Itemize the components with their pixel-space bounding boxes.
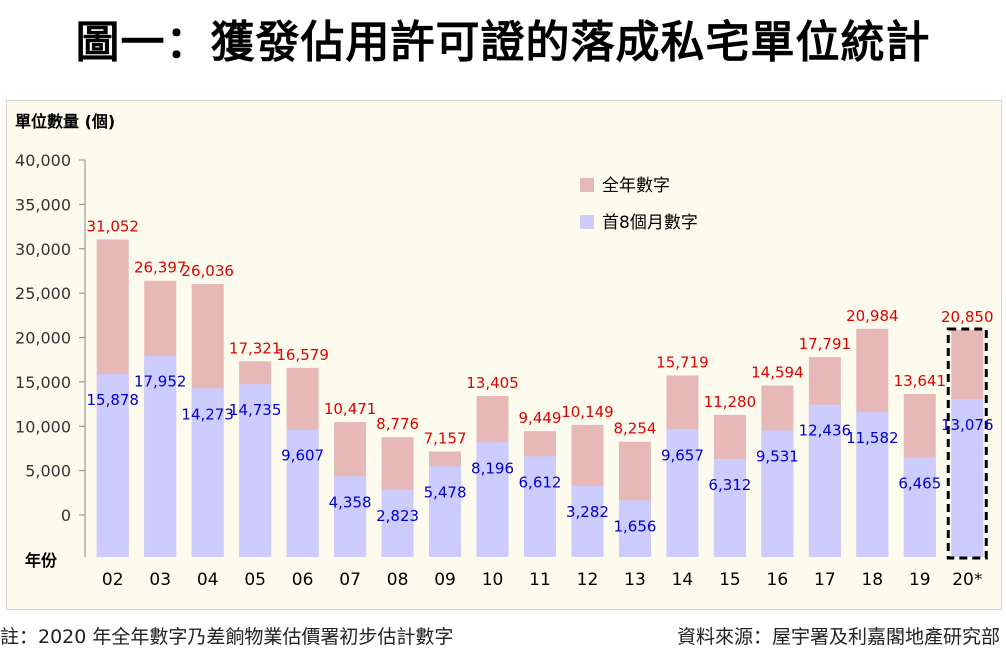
legend-label-first8: 首8個月數字 <box>602 213 698 233</box>
data-label-full-year: 10,149 <box>561 403 614 421</box>
x-tick-label: 17 <box>814 570 836 590</box>
y-tick-label: 20,000 <box>15 329 71 348</box>
data-label-full-year: 26,397 <box>134 259 187 277</box>
bar-first8 <box>761 430 794 557</box>
data-label-full-year: 9,449 <box>519 409 562 427</box>
data-label-first8: 2,823 <box>376 507 419 525</box>
data-label-first8: 8,196 <box>471 459 514 477</box>
page-title: 圖一：獲發佔用許可證的落成私宅單位統計 <box>75 17 931 68</box>
y-tick-label: 40,000 <box>15 151 71 170</box>
data-label-first8: 13,076 <box>941 416 994 434</box>
y-tick-label: 35,000 <box>15 195 71 214</box>
x-tick-label: 07 <box>339 570 361 590</box>
data-label-full-year: 14,594 <box>751 363 804 381</box>
data-label-first8: 17,952 <box>134 373 187 391</box>
bar-first8 <box>381 489 414 557</box>
bar-first8 <box>808 404 841 557</box>
data-label-first8: 1,656 <box>613 517 656 535</box>
x-tick-label: 18 <box>861 570 883 590</box>
data-label-first8: 9,607 <box>281 447 324 465</box>
data-label-full-year: 31,052 <box>86 217 139 235</box>
data-label-full-year: 17,791 <box>799 335 852 353</box>
y-axis-title: 單位數量 (個) <box>15 112 115 131</box>
legend-label-full-year: 全年數字 <box>602 176 670 196</box>
bar-first8 <box>429 466 462 557</box>
x-tick-label: 10 <box>482 570 504 590</box>
x-tick-label: 04 <box>197 570 219 590</box>
y-tick-label: 15,000 <box>15 373 71 392</box>
bar-first8 <box>239 384 272 557</box>
bar-first8 <box>666 429 699 557</box>
x-tick-label: 14 <box>672 570 694 590</box>
bar-first8 <box>286 429 319 557</box>
source-note: 資料來源：屋宇署及利嘉閣地產研究部 <box>676 626 1000 648</box>
y-tick-label: 0 <box>61 506 71 525</box>
data-label-full-year: 8,254 <box>613 420 656 438</box>
x-tick-label: 05 <box>244 570 266 590</box>
data-label-first8: 6,612 <box>519 473 562 491</box>
data-label-full-year: 20,984 <box>846 307 899 325</box>
bar-first8 <box>191 388 224 557</box>
data-label-full-year: 11,280 <box>704 393 757 411</box>
data-label-full-year: 13,641 <box>894 372 947 390</box>
data-label-first8: 14,273 <box>181 405 234 423</box>
data-label-full-year: 8,776 <box>376 415 419 433</box>
bar-first8 <box>951 398 984 557</box>
chart-area: 單位數量 (個) 年份 0 5,000 10,000 15,000 20,000 25,000… <box>6 100 1002 610</box>
footnote: 註：2020 年全年數字乃差餉物業估價署初步估計數字 <box>0 626 454 648</box>
data-label-full-year: 20,850 <box>941 308 994 326</box>
x-tick-label: 19 <box>909 570 931 590</box>
bar-first8 <box>524 456 556 557</box>
data-label-full-year: 15,719 <box>656 353 709 371</box>
bar-chart: 單位數量 (個) 年份 0 5,000 10,000 15,000 20,000 25,000… <box>15 112 994 590</box>
data-label-full-year: 7,157 <box>424 429 467 447</box>
bar-first8 <box>334 476 367 557</box>
x-tick-label: 16 <box>767 570 789 590</box>
bar-first8 <box>713 458 746 557</box>
data-label-full-year: 16,579 <box>276 346 329 364</box>
data-label-first8: 11,582 <box>846 429 899 447</box>
data-label-first8: 6,465 <box>898 475 941 493</box>
bar-first8 <box>144 355 177 557</box>
data-label-first8: 9,657 <box>661 446 704 464</box>
x-axis-title: 年份 <box>25 551 58 570</box>
x-tick-label: 13 <box>624 570 646 590</box>
bar-first8 <box>476 442 509 557</box>
y-tick-label: 30,000 <box>15 240 71 259</box>
data-label-first8: 3,282 <box>566 503 609 521</box>
x-tick-label: 20* <box>952 570 982 590</box>
x-tick-label: 09 <box>434 570 456 590</box>
data-label-full-year: 10,471 <box>324 400 377 418</box>
y-tick-label: 10,000 <box>15 417 71 436</box>
data-label-full-year: 13,405 <box>466 374 519 392</box>
x-tick-label: 12 <box>577 570 599 590</box>
bar-first8 <box>618 500 651 557</box>
x-tick-label: 03 <box>149 570 171 590</box>
y-tick-label: 5,000 <box>25 462 71 481</box>
data-label-first8: 6,312 <box>708 476 751 494</box>
data-label-first8: 5,478 <box>424 483 467 501</box>
data-label-first8: 4,358 <box>329 493 372 511</box>
bar-first8 <box>903 457 936 557</box>
y-tick-label: 25,000 <box>15 284 71 303</box>
bar-first8 <box>571 485 604 557</box>
bar-first8 <box>96 374 129 557</box>
x-tick-label: 15 <box>719 570 741 590</box>
x-tick-label: 08 <box>387 570 409 590</box>
data-label-first8: 9,531 <box>756 447 799 465</box>
bar-first8 <box>856 412 889 557</box>
x-tick-label: 06 <box>292 570 314 590</box>
data-label-first8: 14,735 <box>229 401 282 419</box>
legend-swatch-full-year <box>580 178 594 192</box>
data-label-full-year: 26,036 <box>181 262 234 280</box>
highlight-box <box>946 327 988 560</box>
x-tick-label: 11 <box>529 570 551 590</box>
data-label-full-year: 17,321 <box>229 339 282 357</box>
legend-swatch-first8 <box>580 215 594 229</box>
data-label-first8: 15,878 <box>86 391 139 409</box>
x-tick-label: 02 <box>102 570 124 590</box>
data-label-first8: 12,436 <box>799 422 852 440</box>
